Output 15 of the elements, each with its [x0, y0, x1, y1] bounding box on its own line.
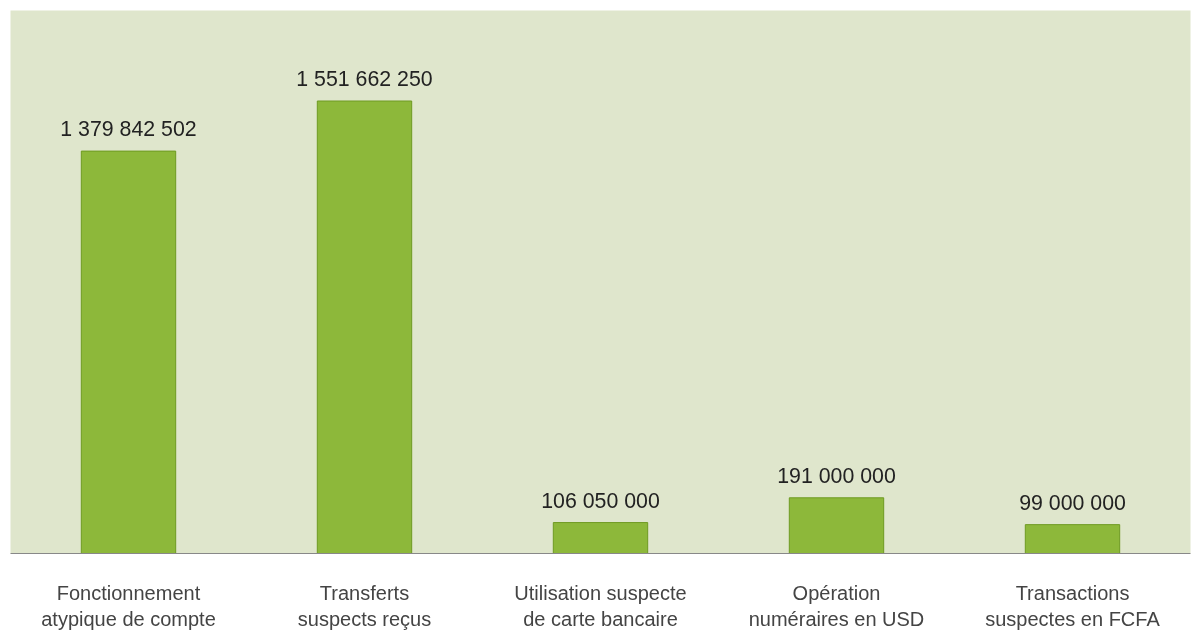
x-tick-label: Transactions suspectes en FCFA — [985, 581, 1161, 630]
bar — [316, 100, 413, 554]
x-tick-label: Utilisation suspecte de carte bancaire — [514, 581, 687, 630]
bar — [80, 150, 177, 554]
data-label: 106 050 000 — [541, 488, 660, 513]
x-tick-label: Opération numéraires en USD — [748, 581, 925, 630]
data-label: 1 379 842 502 — [60, 117, 197, 142]
x-tick-label: Fonctionnement atypique de compte — [41, 581, 216, 630]
bar — [1024, 524, 1121, 554]
data-label: 1 551 662 250 — [296, 67, 433, 91]
x-tick-label: Transferts suspects reçus — [297, 581, 432, 630]
data-label: 191 000 000 — [777, 463, 896, 488]
bar — [788, 497, 885, 554]
data-label: 99 000 000 — [1019, 490, 1127, 515]
bar — [552, 522, 649, 554]
